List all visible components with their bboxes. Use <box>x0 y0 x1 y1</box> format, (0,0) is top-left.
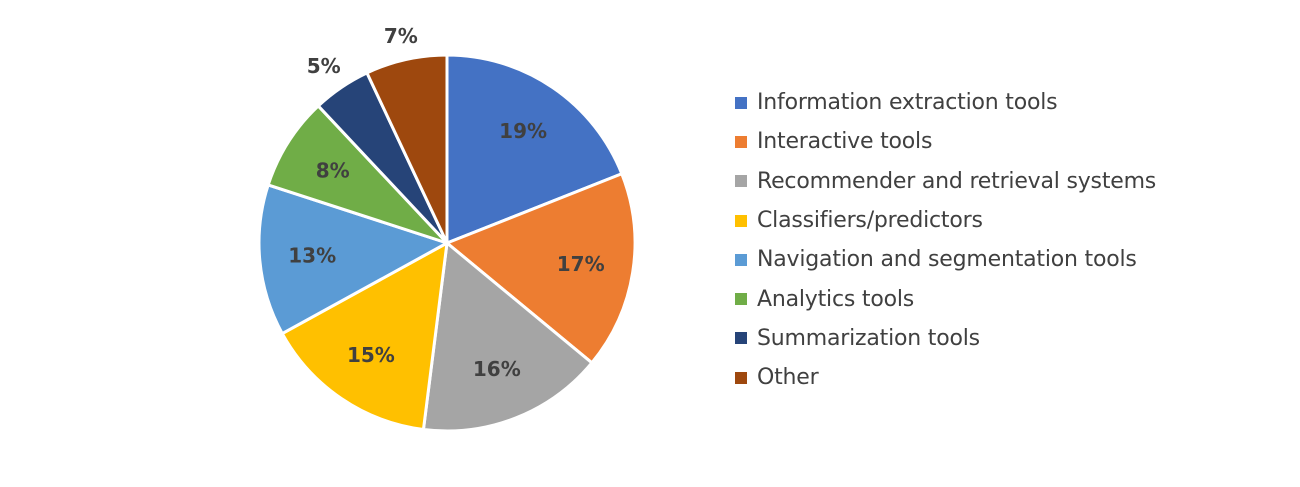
legend-item-navigation-and-segmentation-tools: Navigation and segmentation tools <box>735 240 1156 279</box>
data-label-recommender-and-retrieval-systems: 16% <box>473 357 521 381</box>
legend-label: Recommender and retrieval systems <box>757 168 1157 194</box>
legend-swatch <box>735 293 747 306</box>
data-label-other: 7% <box>384 24 418 48</box>
legend-item-classifiers-predictors: Classifiers/predictors <box>735 201 1156 240</box>
legend-item-other: Other <box>735 358 1156 397</box>
legend-label: Analytics tools <box>757 286 915 312</box>
legend-label: Information extraction tools <box>757 90 1058 116</box>
legend-item-analytics-tools: Analytics tools <box>735 279 1156 318</box>
data-label-summarization-tools: 5% <box>307 54 341 78</box>
legend-swatch <box>735 214 747 227</box>
data-label-navigation-and-segmentation-tools: 13% <box>288 244 336 268</box>
legend-swatch <box>735 332 747 345</box>
legend-item-recommender-and-retrieval-systems: Recommender and retrieval systems <box>735 162 1156 201</box>
data-label-analytics-tools: 8% <box>316 159 350 183</box>
data-label-information-extraction-tools: 19% <box>499 119 547 143</box>
pie-slice-information-extraction-tools <box>445 53 624 245</box>
legend-swatch <box>735 253 747 266</box>
pie-slice-classifiers-predictors <box>280 241 449 432</box>
legend-swatch <box>735 175 747 188</box>
chart-legend: Information extraction tools Interactive … <box>735 83 1156 397</box>
data-label-interactive-tools: 17% <box>557 252 605 276</box>
legend-item-information-extraction-tools: Information extraction tools <box>735 83 1156 122</box>
legend-label: Interactive tools <box>757 129 933 155</box>
legend-item-summarization-tools: Summarization tools <box>735 319 1156 358</box>
legend-swatch <box>735 96 747 109</box>
pie-slice-analytics-tools <box>266 104 449 245</box>
legend-label: Classifiers/predictors <box>757 208 983 234</box>
legend-label: Other <box>757 365 819 391</box>
legend-label: Navigation and segmentation tools <box>757 247 1137 273</box>
pie-slice-navigation-and-segmentation-tools <box>257 183 449 336</box>
legend-label: Summarization tools <box>757 325 980 351</box>
pie-slice-other <box>365 53 449 245</box>
legend-swatch <box>735 135 747 148</box>
pie-slice-recommender-and-retrieval-systems <box>421 241 594 433</box>
legend-swatch <box>735 371 747 384</box>
data-label-classifiers-predictors: 15% <box>347 343 395 367</box>
legend-item-interactive-tools: Interactive tools <box>735 122 1156 161</box>
pie-slice-interactive-tools <box>445 172 637 365</box>
